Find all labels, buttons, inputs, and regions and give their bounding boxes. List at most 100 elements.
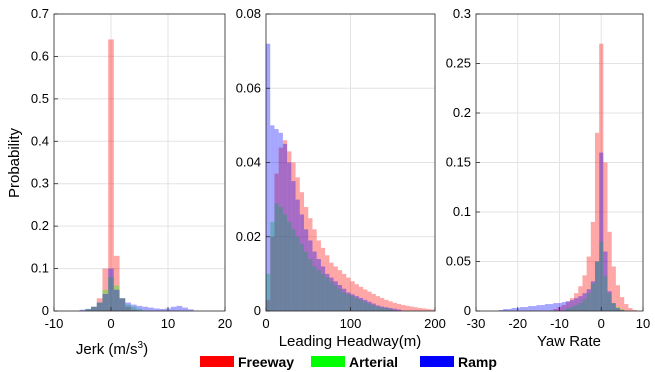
headway-bar-freeway (304, 207, 309, 311)
headway-x-axis-label: Leading Headway(m) (279, 333, 422, 350)
legend-swatch-ramp (420, 356, 454, 367)
yaw-rate-bar-arterial (603, 276, 608, 311)
headway-bar-arterial (320, 273, 326, 311)
headway-bar-arterial (384, 308, 389, 311)
headway-bar-freeway (312, 229, 317, 311)
headway-bar-arterial (316, 270, 321, 311)
headway-bar-freeway (413, 307, 419, 311)
yaw-rate-bar-ramp (574, 298, 579, 311)
yaw-rate-bar-ramp (553, 303, 558, 311)
headway-bar-freeway (396, 303, 402, 311)
headway-bar-ramp (396, 309, 402, 311)
yaw-rate-bar-ramp (615, 308, 621, 311)
yaw-rate-bar-freeway (615, 285, 621, 311)
jerk-bar-ramp (130, 304, 137, 311)
headway-bar-ramp (392, 308, 397, 311)
yaw-rate-x-tick-label: 0 (598, 316, 605, 331)
headway-bar-ramp (291, 181, 296, 311)
yaw-rate-bar-ramp (511, 308, 516, 311)
headway-bar-arterial (354, 298, 359, 311)
jerk-x-axis-label: Jerk (m/s3) (76, 340, 148, 358)
yaw-rate-bar-ramp (528, 306, 533, 311)
yaw-rate-bar-freeway (590, 221, 595, 311)
headway-bar-freeway (363, 289, 368, 311)
yaw-rate-bar-ramp (578, 296, 583, 311)
yaw-rate-plot-area: -30 -20 -10 0 10 0 0.05 0.1 0.15 0.2 0.25 0.3 (446, 6, 651, 331)
headway-bar-arterial (278, 207, 283, 311)
headway-bar-arterial (291, 229, 296, 311)
headway-bar-ramp (367, 301, 372, 311)
jerk-bar-freeway (85, 309, 92, 311)
yaw-rate-x-tick-label: 10 (636, 316, 650, 331)
headway-x-tick-label: 0 (262, 316, 269, 331)
yaw-rate-bar-ramp (607, 291, 612, 311)
yaw-rate-bar-ramp (536, 305, 541, 311)
jerk-bar-ramp (176, 305, 183, 311)
headway-bar-arterial (388, 309, 393, 311)
yaw-rate-bar-freeway (594, 132, 600, 311)
jerk-bar-freeway (125, 306, 131, 311)
jerk-bar-ramp (91, 306, 97, 311)
y-axis-label: Probability (6, 127, 23, 198)
headway-bar-freeway (329, 262, 334, 311)
jerk-bar-ramp (113, 289, 120, 311)
yaw-rate-bar-ramp (620, 310, 625, 311)
headway-bar-arterial (346, 294, 351, 311)
jerk-bar-ramp (85, 308, 92, 311)
jerk-bar-ramp (79, 309, 86, 311)
yaw-rate-x-tick-label: -30 (467, 316, 486, 331)
headway-bar-freeway (282, 140, 288, 311)
headway-bar-ramp (375, 305, 381, 311)
headway-y-tick-label: 0.08 (236, 6, 261, 21)
yaw-rate-y-tick-label: 0.1 (453, 204, 471, 219)
legend-swatch-freeway (200, 356, 234, 367)
yaw-rate-bar-ramp (503, 309, 508, 311)
yaw-rate-bar-ramp (590, 281, 595, 311)
yaw-rate-bar-ramp (565, 301, 570, 311)
headway-bar-freeway (367, 291, 372, 311)
yaw-rate-bar-ramp (594, 261, 600, 311)
yaw-rate-bar-freeway (632, 310, 637, 311)
legend-swatch-arterial (311, 356, 345, 367)
yaw-rate-bar-freeway (603, 162, 608, 311)
jerk-x-tick-label: 10 (161, 316, 175, 331)
jerk-bar-ramp (96, 302, 103, 311)
jerk-bar-arterial (91, 306, 97, 311)
yaw-rate-bar-freeway (599, 43, 604, 311)
headway-bar-arterial (329, 281, 334, 311)
yaw-rate-bar-arterial (594, 261, 600, 311)
yaw-rate-bar-arterial (611, 303, 616, 311)
jerk-bar-arterial (136, 308, 143, 311)
legend-label-ramp: Ramp (458, 354, 497, 370)
yaw-rate-bar-arterial (574, 305, 579, 311)
yaw-rate-bar-ramp (561, 302, 566, 311)
jerk-y-tick-label: 0.3 (31, 176, 49, 191)
yaw-rate-bar-ramp (603, 251, 608, 311)
yaw-rate-bar-freeway (582, 275, 587, 311)
headway-bar-freeway (316, 240, 321, 311)
jerk-bar-freeway (113, 255, 120, 311)
yaw-rate-bar-arterial (565, 308, 570, 311)
headway-bar-ramp (295, 199, 300, 311)
headway-bar-freeway (337, 270, 343, 311)
jerk-x-tick-label: 0 (107, 316, 114, 331)
headway-bar-arterial (363, 301, 368, 311)
yaw-rate-bar-ramp (532, 306, 537, 311)
headway-bar-arterial (312, 266, 317, 311)
jerk-bar-arterial (96, 302, 103, 311)
jerk-y-tick-label: 0.4 (31, 133, 49, 148)
headway-bar-arterial (367, 303, 372, 311)
headway-bar-freeway (371, 293, 376, 311)
headway-bar-ramp (278, 132, 283, 311)
headway-bar-freeway (354, 284, 359, 311)
jerk-plot-background (54, 14, 225, 311)
headway-bar-ramp (320, 266, 326, 311)
jerk-y-tick-label: 0.5 (31, 91, 49, 106)
jerk-bar-arterial (130, 306, 137, 311)
headway-bar-ramp (299, 214, 305, 311)
legend-label-freeway: Freeway (238, 354, 294, 370)
jerk-bar-arterial (119, 298, 126, 311)
headway-bar-ramp (274, 129, 279, 311)
headway-bar-freeway (308, 218, 313, 311)
